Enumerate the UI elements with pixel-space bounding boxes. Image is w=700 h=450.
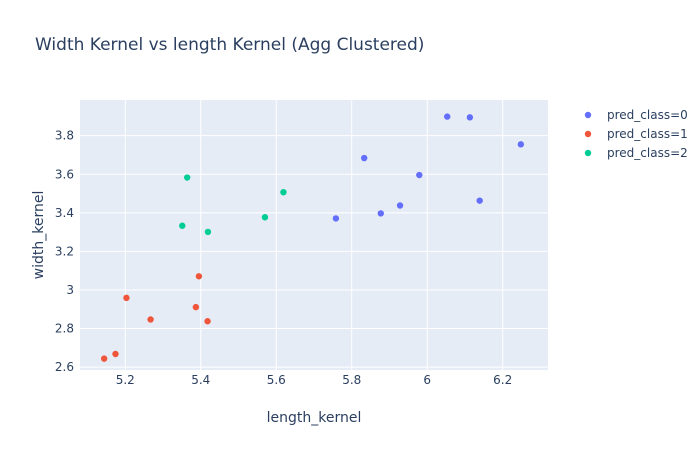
scatter-point-class-2 [261,214,269,221]
legend-marker [584,111,592,119]
scatter-point-class-1 [123,294,130,302]
scatter-point-class-2 [280,188,287,196]
scatter-point-class-0 [466,114,474,121]
x-tick-label: 5.4 [191,373,210,387]
scatter-point-class-0 [444,113,451,120]
legend-item-2[interactable]: pred_class=2 [584,146,688,160]
scatter-point-class-0 [396,202,404,209]
legend-item-0[interactable]: pred_class=0 [584,108,688,122]
x-tick-label: 5.8 [342,373,361,387]
y-tick-label: 3.8 [55,129,74,143]
plot-area [80,100,548,370]
scatter-point-class-1 [192,303,200,311]
legend-label: pred_class=1 [607,127,688,141]
legend-label: pred_class=2 [607,146,688,160]
legend-label: pred_class=0 [607,108,688,122]
x-tick-label: 5.6 [267,373,286,387]
scatter-point-class-2 [183,174,191,181]
legend-marker [584,149,592,157]
scatter-point-class-2 [204,228,212,236]
legend: pred_class=0 pred_class=1 pred_class=2 [584,108,688,160]
x-axis-title: length_kernel [267,410,362,426]
y-tick-label: 3.4 [55,206,74,220]
scatter-point-class-0 [416,171,423,179]
scatter-point-class-0 [476,197,483,204]
x-tick-label: 6 [423,373,431,387]
x-tick-label: 6.2 [493,373,512,387]
y-axis-title: width_kernel [31,191,47,280]
legend-marker [584,130,592,138]
data-points [100,113,525,362]
y-tick-label: 2.8 [55,322,74,336]
scatter-point-class-1 [195,273,203,280]
scatter-point-class-0 [332,215,340,222]
tick-labels: 5.2 5.4 5.6 5.8 6 6.2 2.6 2.8 3 3.2 3.4 3.6 3.8 [55,129,512,387]
y-tick-label: 3.2 [55,244,74,258]
chart-title: Width Kernel vs length Kernel (Agg Clust… [35,35,424,55]
scatter-point-class-1 [147,316,154,323]
scatter-point-class-1 [112,350,119,358]
scatter-point-class-1 [204,318,211,325]
scatter-point-class-2 [179,222,186,229]
scatter-point-class-0 [360,154,368,162]
y-tick-label: 3 [66,283,74,297]
scatter-point-class-0 [377,210,385,217]
y-tick-label: 3.6 [55,167,74,181]
scatter-point-class-0 [517,141,525,148]
x-tick-label: 5.2 [116,373,135,387]
scatter-point-class-1 [100,355,108,362]
legend-item-1[interactable]: pred_class=1 [584,127,688,141]
grid-lines [80,100,548,370]
y-tick-label: 2.6 [55,360,74,374]
